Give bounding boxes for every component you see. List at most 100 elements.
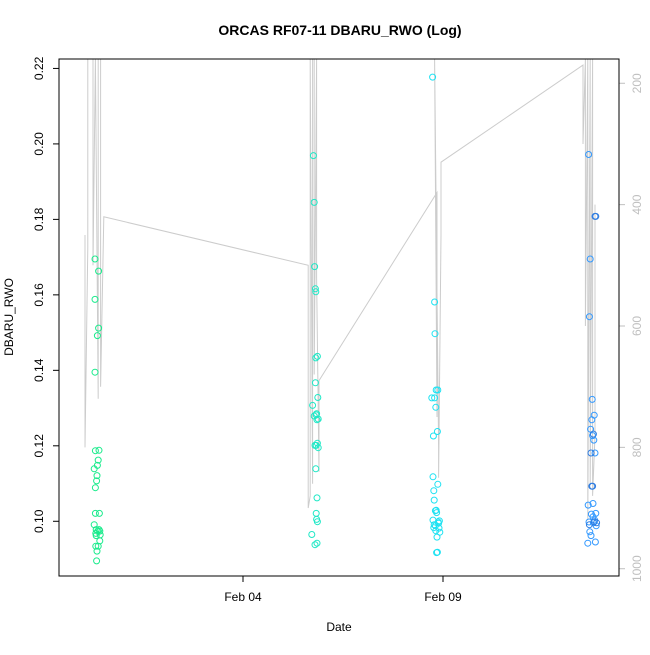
y2-tick-label: 1000 (630, 555, 644, 582)
pressure-trace-line (84, 58, 596, 521)
data-point (95, 446, 103, 454)
data-point (428, 394, 436, 402)
data-point (312, 354, 320, 362)
data-point (429, 73, 437, 81)
data-point (311, 263, 319, 271)
data-point (96, 531, 104, 539)
data-point (587, 449, 595, 457)
data-point (587, 532, 595, 540)
data-point (308, 531, 316, 538)
y-tick-label: 0.12 (32, 434, 46, 458)
y-tick-label: 0.16 (32, 283, 46, 307)
data-point (314, 415, 322, 423)
data-point (590, 411, 598, 419)
data-point (431, 394, 439, 402)
data-point (91, 255, 99, 263)
x-tick-label: Feb 04 (224, 590, 262, 604)
data-point (96, 537, 104, 545)
data-point (94, 456, 102, 464)
data-point (433, 509, 441, 517)
data-point (95, 324, 103, 332)
data-point (435, 517, 443, 525)
data-point (589, 500, 597, 507)
data-point (313, 518, 321, 526)
data-point (585, 151, 593, 158)
data-point (311, 285, 319, 293)
data-point (96, 527, 104, 535)
data-point (94, 527, 102, 535)
data-point (592, 522, 600, 530)
data-point (95, 267, 103, 275)
data-point (313, 494, 321, 502)
data-point (93, 547, 101, 555)
data-point (434, 386, 442, 394)
data-point (92, 542, 100, 550)
data-point (312, 465, 320, 473)
data-point (430, 487, 438, 495)
data-point (93, 557, 101, 565)
data-point (91, 368, 99, 376)
data-point (429, 432, 437, 440)
data-point (588, 395, 596, 403)
pressure-trace-layer (84, 58, 596, 521)
data-point (312, 288, 320, 296)
data-point (309, 152, 317, 160)
data-point (589, 430, 597, 438)
data-point (313, 439, 321, 447)
data-point (584, 501, 592, 509)
data-point (431, 298, 439, 306)
x-axis-label: Date (326, 620, 352, 634)
data-point (434, 480, 442, 488)
points-layer (90, 73, 601, 565)
data-point (314, 444, 322, 452)
data-point (585, 313, 593, 321)
y-tick-label: 0.10 (32, 509, 46, 533)
data-point (313, 539, 321, 547)
y-tick-label: 0.20 (32, 132, 46, 156)
y-axis-label: DBARU_RWO (2, 278, 16, 356)
data-point (311, 541, 319, 549)
data-point (93, 461, 101, 469)
data-point (431, 330, 439, 338)
data-point (592, 212, 600, 220)
data-point (586, 528, 594, 536)
data-point (432, 403, 440, 411)
data-point (430, 496, 438, 504)
x-tick-label: Feb 09 (424, 590, 462, 604)
data-point (313, 352, 321, 360)
data-point (433, 428, 441, 435)
data-point (435, 524, 443, 532)
y-tick-label: 0.22 (32, 56, 46, 80)
plot-frame (58, 58, 620, 577)
y2-tick-label: 600 (630, 316, 644, 336)
y-tick-label: 0.14 (32, 358, 46, 382)
data-point (436, 528, 444, 536)
axes-layer: 0.10 0.12 0.14 0.16 0.18 0.20 0.22 200 400 600 800… (32, 56, 644, 604)
data-point (589, 482, 597, 490)
data-point (93, 332, 101, 340)
data-point (312, 509, 320, 517)
data-point (91, 447, 99, 455)
data-point (591, 538, 599, 546)
data-point (91, 295, 99, 303)
data-point (309, 401, 317, 409)
data-point (429, 473, 437, 481)
data-point (93, 477, 101, 485)
y2-tick-label: 200 (630, 73, 644, 93)
data-point (314, 394, 322, 401)
data-point (592, 509, 600, 517)
data-point (310, 198, 318, 206)
data-point (313, 416, 321, 424)
y-tick-label: 0.18 (32, 207, 46, 231)
data-point (95, 509, 103, 517)
data-point (92, 532, 100, 540)
data-point (433, 548, 441, 556)
data-point (91, 484, 99, 492)
chart-title: ORCAS RF07-11 DBARU_RWO (Log) (218, 22, 461, 38)
y2-tick-label: 400 (630, 194, 644, 214)
data-point (591, 449, 599, 457)
data-point (593, 519, 601, 527)
data-point (584, 539, 592, 547)
